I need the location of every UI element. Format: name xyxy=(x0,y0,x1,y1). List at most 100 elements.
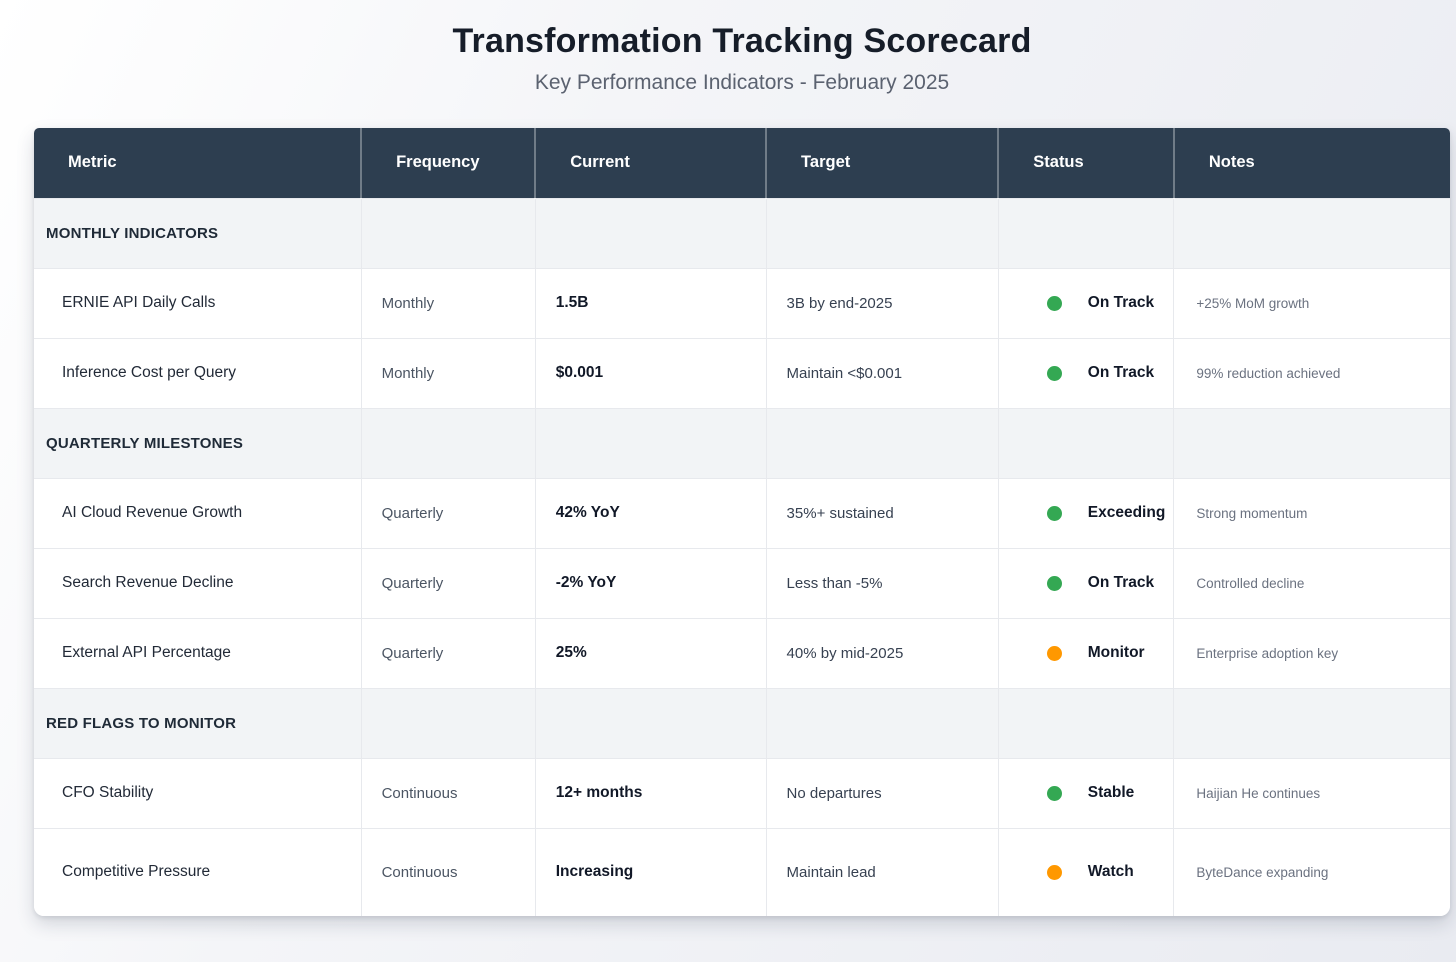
scorecard-table: Metric Frequency Current Target Status N… xyxy=(34,128,1450,916)
page: Transformation Tracking Scorecard Key Pe… xyxy=(34,22,1450,916)
table-row: Search Revenue Decline Quarterly -2% YoY Le… xyxy=(34,547,1450,618)
status-indicator: On Track xyxy=(1046,294,1164,312)
status-label: On Track xyxy=(1087,364,1155,381)
page-title: Transformation Tracking Scorecard xyxy=(452,22,1032,60)
status-indicator: Watch xyxy=(1046,863,1164,881)
metric-cell: CFO Stability xyxy=(34,757,362,828)
section-row: QUARTERLY MILESTONES xyxy=(34,407,1450,478)
col-header-current: Current xyxy=(534,128,767,198)
status-label: Watch xyxy=(1087,863,1134,881)
table-row: AI Cloud Revenue Growth Quarterly 42% YoY 3… xyxy=(34,477,1450,548)
table-row: Inference Cost per Query Monthly $0.001 Mai… xyxy=(34,337,1450,408)
status-indicator: Exceeding xyxy=(1046,504,1166,522)
section-empty-cell xyxy=(360,687,536,758)
table-body: MONTHLY INDICATORS ERNIE API Daily Calls M… xyxy=(34,197,1450,916)
notes-cell: Controlled decline xyxy=(1173,547,1450,618)
frequency-cell: Monthly xyxy=(360,267,536,338)
section-empty-cell xyxy=(997,407,1174,478)
current-value-cell: 12+ months xyxy=(534,757,767,828)
section-empty-cell xyxy=(765,197,999,268)
section-empty-cell xyxy=(534,687,767,758)
metric-cell: Search Revenue Decline xyxy=(34,547,362,618)
page-header: Transformation Tracking Scorecard Key Pe… xyxy=(34,22,1450,95)
status-dot-icon xyxy=(1046,645,1062,661)
status-indicator: On Track xyxy=(1046,364,1164,382)
target-cell: No departures xyxy=(765,757,999,828)
status-label: On Track xyxy=(1087,294,1155,311)
status-indicator: On Track xyxy=(1046,574,1164,592)
section-row: MONTHLY INDICATORS xyxy=(34,197,1450,268)
section-empty-cell xyxy=(765,407,999,478)
notes-cell: 99% reduction achieved xyxy=(1173,337,1450,408)
section-empty-cell xyxy=(1173,407,1450,478)
target-cell: 3B by end-2025 xyxy=(765,267,999,338)
frequency-cell: Quarterly xyxy=(360,547,536,618)
section-empty-cell xyxy=(1173,197,1450,268)
section-label: MONTHLY INDICATORS xyxy=(34,197,362,268)
table-row: Competitive Pressure Continuous Increasing… xyxy=(34,827,1450,916)
status-label: Stable xyxy=(1087,784,1135,801)
target-cell: 35%+ sustained xyxy=(765,477,999,548)
target-cell: Less than -5% xyxy=(765,547,999,618)
current-value-cell: -2% YoY xyxy=(534,547,767,618)
status-label: Exceeding xyxy=(1087,504,1166,521)
section-empty-cell xyxy=(534,197,767,268)
metric-cell: ERNIE API Daily Calls xyxy=(34,267,362,338)
metric-cell: AI Cloud Revenue Growth xyxy=(34,477,362,548)
current-value-cell: Increasing xyxy=(534,827,767,916)
table-row: ERNIE API Daily Calls Monthly 1.5B 3B by en… xyxy=(34,267,1450,338)
status-cell: On Track xyxy=(997,547,1174,618)
frequency-cell: Continuous xyxy=(360,827,536,916)
section-label: RED FLAGS TO MONITOR xyxy=(34,687,362,758)
section-empty-cell xyxy=(997,687,1174,758)
metric-cell: Inference Cost per Query xyxy=(34,337,362,408)
section-label: QUARTERLY MILESTONES xyxy=(34,407,362,478)
status-dot-icon xyxy=(1046,365,1062,381)
frequency-cell: Quarterly xyxy=(360,477,536,548)
frequency-cell: Monthly xyxy=(360,337,536,408)
status-dot-icon xyxy=(1046,575,1062,591)
section-empty-cell xyxy=(1173,687,1450,758)
header-row: Metric Frequency Current Target Status N… xyxy=(34,128,1450,198)
status-dot-icon xyxy=(1046,295,1062,311)
status-cell: Exceeding xyxy=(997,477,1174,548)
frequency-cell: Continuous xyxy=(360,757,536,828)
status-indicator: Stable xyxy=(1046,784,1164,802)
col-header-target: Target xyxy=(765,128,999,198)
col-header-metric: Metric xyxy=(34,128,362,198)
status-cell: Watch xyxy=(997,827,1174,916)
target-cell: Maintain lead xyxy=(765,827,999,916)
metric-cell: External API Percentage xyxy=(34,617,362,688)
status-dot-icon xyxy=(1046,864,1062,880)
status-cell: Monitor xyxy=(997,617,1174,688)
current-value-cell: 1.5B xyxy=(534,267,767,338)
metric-cell: Competitive Pressure xyxy=(34,827,362,916)
section-row: RED FLAGS TO MONITOR xyxy=(34,687,1450,758)
scorecard-table-container: Metric Frequency Current Target Status N… xyxy=(34,128,1450,916)
status-dot-icon xyxy=(1046,785,1062,801)
current-value-cell: $0.001 xyxy=(534,337,767,408)
current-value-cell: 25% xyxy=(534,617,767,688)
status-label: On Track xyxy=(1087,574,1155,591)
status-label: Monitor xyxy=(1087,644,1145,661)
table-row: External API Percentage Quarterly 25% 40% b… xyxy=(34,617,1450,688)
current-value-cell: 42% YoY xyxy=(534,477,767,548)
status-cell: On Track xyxy=(997,337,1174,408)
col-header-frequency: Frequency xyxy=(360,128,536,198)
notes-cell: +25% MoM growth xyxy=(1173,267,1450,338)
status-cell: Stable xyxy=(997,757,1174,828)
notes-cell: Strong momentum xyxy=(1173,477,1450,548)
col-header-status: Status xyxy=(997,128,1174,198)
notes-cell: Haijian He continues xyxy=(1173,757,1450,828)
frequency-cell: Quarterly xyxy=(360,617,536,688)
col-header-notes: Notes xyxy=(1172,128,1450,198)
section-empty-cell xyxy=(360,197,536,268)
page-subtitle: Key Performance Indicators - February 20… xyxy=(534,71,950,94)
notes-cell: ByteDance expanding xyxy=(1173,827,1450,916)
section-empty-cell xyxy=(360,407,536,478)
status-dot-icon xyxy=(1046,505,1062,521)
section-empty-cell xyxy=(534,407,767,478)
target-cell: 40% by mid-2025 xyxy=(765,617,999,688)
notes-cell: Enterprise adoption key xyxy=(1173,617,1450,688)
table-row: CFO Stability Continuous 12+ months No depa… xyxy=(34,757,1450,828)
